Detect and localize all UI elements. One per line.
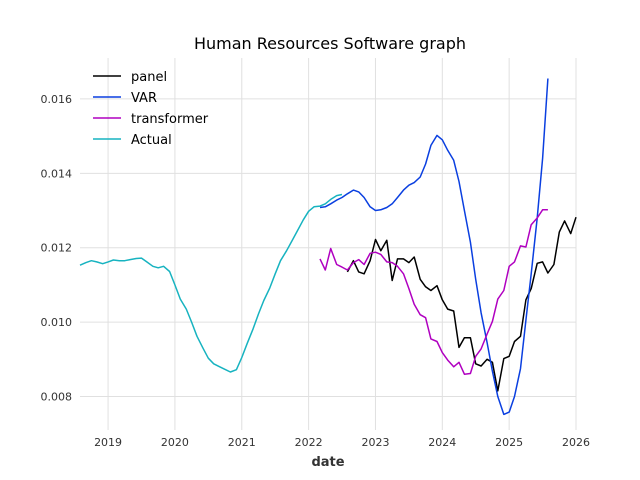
legend-label-actual: Actual xyxy=(131,133,172,148)
legend-label-panel: panel xyxy=(131,70,167,85)
x-tick-label: 2024 xyxy=(428,436,456,449)
y-tick-label: 0.010 xyxy=(41,316,73,329)
legend: panel VAR transformer Actual xyxy=(93,70,209,148)
y-tick-labels: 0.008 0.010 0.012 0.014 0.016 xyxy=(41,93,73,404)
y-tick-label: 0.014 xyxy=(41,167,73,180)
x-tick-label: 2020 xyxy=(161,436,189,449)
x-tick-label: 2025 xyxy=(495,436,523,449)
series-line-var xyxy=(319,78,549,416)
series-line-panel xyxy=(346,216,577,392)
series-lines xyxy=(79,78,577,416)
series-line-actual xyxy=(79,193,343,373)
legend-label-var: VAR xyxy=(131,91,157,106)
x-tick-label: 2019 xyxy=(94,436,122,449)
y-tick-label: 0.008 xyxy=(41,391,73,404)
series-line-transformer xyxy=(319,209,548,375)
y-tick-label: 0.012 xyxy=(41,242,73,255)
x-tick-label: 2023 xyxy=(361,436,389,449)
chart-title: Human Resources Software graph xyxy=(194,34,466,53)
legend-label-transformer: transformer xyxy=(131,112,209,127)
x-tick-label: 2022 xyxy=(295,436,323,449)
y-tick-label: 0.016 xyxy=(41,93,73,106)
x-tick-labels: 2019 2020 2021 2022 2023 2024 2025 2026 xyxy=(94,436,590,449)
x-tick-label: 2026 xyxy=(562,436,590,449)
x-tick-label: 2021 xyxy=(228,436,256,449)
grid xyxy=(80,58,577,430)
x-axis-label: date xyxy=(311,455,344,470)
